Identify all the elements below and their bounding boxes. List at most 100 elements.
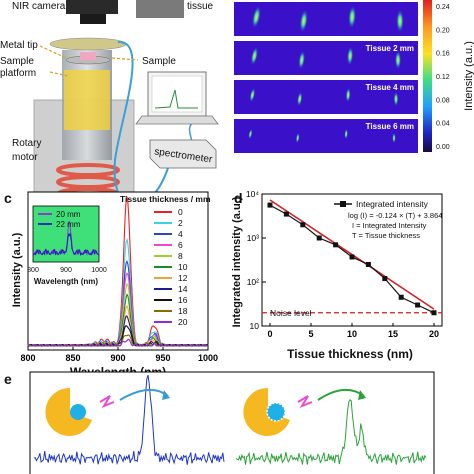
panel-letter-e: e [4,371,12,387]
nir-spot [296,91,303,107]
colorbar-label: Intensity (a.u.) [463,41,474,111]
camera-body [66,0,118,14]
panel-d-fit-eq: log (I) = -0.124 × (T) + 3.864 [348,211,442,220]
panel-c-ylabel: Intensity (a.u.) [11,232,23,307]
panel-d-legend-label: Integrated intensity [356,199,429,209]
panel-e-spectrum [33,374,225,466]
nir-image-row [234,119,418,153]
inset-legend-label: 22 mm [56,220,81,229]
panel-c-legend-label: 14 [178,284,188,294]
panel-d-noise-label: Noise level [270,308,312,318]
nir-spot [345,87,351,103]
colorbar-tick: 0.16 [436,51,450,58]
inset-xtick-label: 800 [27,267,39,274]
colorbar-tick: 0.12 [436,74,450,81]
integrated-intensity-point [365,261,371,267]
nir-spot [248,128,253,140]
sample-holder [80,52,96,60]
panel-c-legend-label: 8 [178,251,183,261]
panel-c-legend-label: 6 [178,240,183,250]
tissue-image [136,0,184,18]
panel-c-legend-label: 20 [178,317,188,327]
nir-spot [394,50,402,70]
tissue-label: tissue [187,1,214,12]
sample-platform-label-2: platform [0,68,36,79]
pacman-cell-left [45,387,170,436]
panel-letter-c: c [4,190,12,206]
panel-d-fit-def-t: T = Tissue thickness [352,231,420,240]
inset-xtick-label: 900 [60,267,72,274]
panel-d-xtick-label: 10 [347,329,357,339]
rotary-motor-label-2: motor [12,152,38,163]
panel-d-ytick-label: 10³ [247,233,259,243]
nir-spot [249,87,256,103]
panel-c-xtick-label: 800 [20,353,35,363]
spectrometer-box [149,139,217,169]
inset-xtick-label: 1000 [91,267,107,274]
nir-spot [346,46,354,66]
nir-image-row [234,41,418,75]
nir-spot [250,46,259,66]
laptop [135,71,219,125]
integrated-intensity-point [316,235,322,241]
integrated-intensity-point [283,211,289,217]
panel-c-legend-label: 18 [178,306,188,316]
nir-image-row [234,80,418,114]
integrated-intensity-point [333,242,339,248]
integrated-intensity-point [398,294,404,300]
panel-e: e [4,371,435,474]
nir-row-label: Tissue 4 mm [366,83,414,92]
panel-c-legend-label: 16 [178,295,188,305]
panel-c: c 800 850 900 950 1000 Wavelength (nm) Inten… [4,190,218,379]
nir-row-label: Tissue 6 mm [366,122,414,131]
inset-legend-label: 20 mm [56,210,81,219]
panel-d-ytick-label: 10⁴ [246,189,259,199]
nir-spot [348,5,357,29]
panel-d-xlabel: Tissue thickness (nm) [287,347,413,361]
nir-spot [251,5,262,29]
camera-lens [80,14,106,24]
nir-row-label: Tissue 2 mm [366,44,414,53]
spectrum-line-20mm [27,338,208,347]
panel-d-ytick-label: 10 [250,321,260,331]
yellow-housing [64,70,110,130]
integrated-intensity-point [300,222,306,228]
nir-spot [392,132,396,144]
panel-c-xtick-label: 1000 [198,353,218,363]
label-arrows [39,45,139,77]
colorbar-tick: 0.24 [436,4,450,11]
sample-platform-label-1: Sample [0,56,34,67]
nir-spot [344,128,349,140]
colorbar-tick: 0.04 [436,121,450,128]
colorbar-tick: 0.00 [436,144,450,151]
panel-d-xtick-label: 0 [267,329,272,339]
nir-image-row [234,2,418,36]
colorbar-tick: 0.20 [436,27,450,34]
panel-c-inset-xlabel: Wavelength (nm) [34,277,98,286]
panel-c-legend-label: 4 [178,229,183,239]
nir-spot [298,50,306,70]
panel-d-xtick-label: 5 [308,329,313,339]
panel-d-xtick-label: 20 [429,329,439,339]
panel-c-legend-label: 0 [178,207,183,217]
colorbar [423,0,432,152]
panel-d-ytick-label: 10² [247,277,259,287]
panel-c-legend-title: Tissue thickness / mm [120,194,211,204]
panel-d: d 0 5 10 15 20 10 10² 10³ 10⁴ Tissue thickness … [231,189,443,361]
panel-c-xtick-label: 950 [155,353,170,363]
panel-c-legend-label: 2 [178,218,183,228]
panel-e-spectrum [235,399,427,465]
pacman-cell-right [243,387,366,436]
nir-spot [299,9,309,33]
integrated-intensity-point [382,276,388,282]
integrated-intensity-point [267,202,273,208]
top-plate [49,37,127,51]
panel-d-fit-def-i: I = Integrated Intensity [352,221,427,230]
panel-c-xtick-label: 850 [65,353,80,363]
panel-letter-d: d [234,190,243,206]
panel-d-xtick-label: 15 [388,329,398,339]
panel-d-ylabel: Integrated intensity (a.u.) [231,196,243,327]
panel-c-legend-label: 10 [178,262,188,272]
panel-b-images: Tissue 2 mm Tissue 4 mm Tissue 6 mm 0.24 0.… [234,0,474,153]
